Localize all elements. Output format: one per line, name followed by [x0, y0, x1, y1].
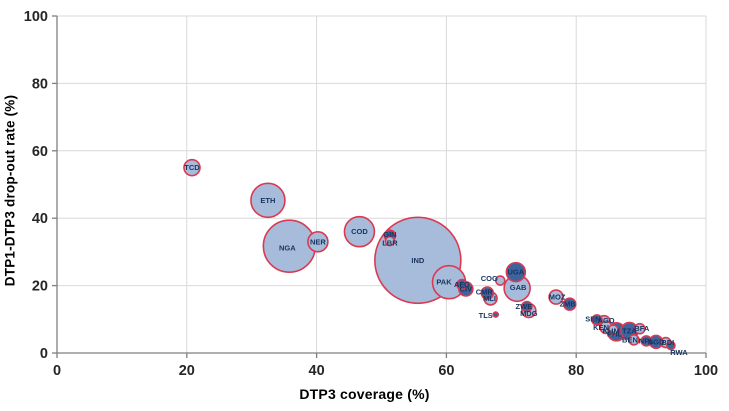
- bubble-label-NER: NER: [310, 237, 326, 246]
- bubble-label-TZA: TZA: [622, 327, 637, 336]
- bubble-TLS: [492, 311, 500, 318]
- bubble-BEN: [628, 334, 640, 346]
- bubble-label-BDI: BDI: [661, 338, 674, 347]
- bubble-label-TLS: TLS: [479, 311, 493, 320]
- bubble-CMR: [480, 286, 495, 300]
- bubble-label-NPL: NPL: [639, 336, 654, 345]
- x-axis-title: DTP3 coverage (%): [299, 386, 430, 402]
- bubble-label-SEN: SEN: [585, 314, 600, 323]
- bubble-LBR: [384, 235, 396, 247]
- bubble-label-GIN: GIN: [383, 230, 396, 239]
- bubble-label-MLI: MLI: [483, 294, 496, 303]
- bubble-ETH: [250, 182, 286, 219]
- x-tick-label: 0: [53, 363, 61, 379]
- bubble-label-ZWE: ZWE: [516, 302, 533, 311]
- bubble-NPL: [640, 335, 653, 347]
- bubble-label-BGD: BGD: [648, 337, 665, 346]
- bubble-label-KHM: KHM: [603, 327, 620, 336]
- bubble-MOZ: [548, 289, 564, 305]
- bubble-label-CIV: CIV: [460, 284, 473, 293]
- bubble-label-NGA: NGA: [279, 244, 296, 253]
- bubble-label-UGA: UGA: [508, 268, 525, 277]
- y-tick-label: 0: [40, 346, 48, 362]
- bubble-TCD: [183, 158, 201, 177]
- bubble-UGA: [505, 261, 527, 283]
- bubble-ZMB: [562, 297, 577, 311]
- bubble-label-TCD: TCD: [184, 163, 200, 172]
- bubble-label-ZMB: ZMB: [560, 300, 577, 309]
- bubble-label-ETH: ETH: [260, 196, 275, 205]
- bubble-label-COD: COD: [351, 227, 368, 236]
- bubble-label-GAB: GAB: [510, 283, 527, 292]
- x-tick-label: 40: [309, 363, 325, 379]
- bubble-label-IND: IND: [411, 256, 425, 265]
- bubble-COD: [343, 215, 376, 248]
- bubble-label-LBR: LBR: [382, 239, 398, 248]
- x-tick-label: 100: [694, 363, 718, 379]
- x-tick-label: 20: [179, 363, 195, 379]
- bubble-label-MDG: MDG: [520, 309, 538, 318]
- bubble-label-RWA: RWA: [670, 348, 688, 357]
- y-axis-title: DTP1-DTP3 drop-out rate (%): [2, 94, 18, 287]
- bubble-label-PHL: PHL: [607, 329, 622, 338]
- y-tick-label: 60: [32, 144, 48, 160]
- y-tick-label: 20: [32, 279, 48, 295]
- bubble-label-PAK: PAK: [436, 278, 452, 287]
- bubble-label-CMR: CMR: [476, 288, 494, 297]
- bubble-NER: [307, 230, 329, 253]
- y-tick-label: 40: [32, 211, 48, 227]
- bubble-label-BFA: BFA: [634, 324, 650, 333]
- bubble-label-COG: COG: [481, 274, 498, 283]
- bubble-KHM: [607, 324, 619, 336]
- bubble-label-AFG: AFG: [454, 280, 470, 289]
- y-tick-label: 80: [32, 76, 48, 92]
- bubble-COG: [494, 275, 506, 286]
- bubble-label-BEN: BEN: [622, 335, 638, 344]
- bubble-RWA: [666, 340, 676, 351]
- y-tick-label: 100: [24, 9, 48, 25]
- bubble-SEN: [591, 314, 603, 326]
- bubble-BFA: [634, 322, 646, 335]
- bubble-label-KEN: KEN: [593, 323, 609, 332]
- x-tick-label: 80: [568, 363, 584, 379]
- bubble-label-AGO: AGO: [598, 316, 615, 325]
- bubble-ZWE: [521, 300, 533, 313]
- bubble-AFG: [456, 278, 468, 291]
- bubble-label-MOZ: MOZ: [549, 293, 566, 302]
- x-tick-label: 60: [438, 363, 454, 379]
